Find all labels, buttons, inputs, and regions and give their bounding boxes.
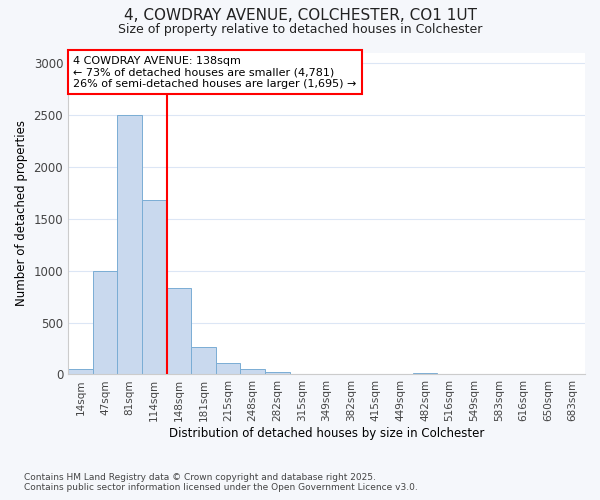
Bar [167, 288, 191, 374]
Bar [68, 370, 92, 374]
Bar [216, 362, 241, 374]
Y-axis label: Number of detached properties: Number of detached properties [15, 120, 28, 306]
Bar [191, 348, 216, 374]
Bar [413, 373, 437, 374]
Text: 4 COWDRAY AVENUE: 138sqm
← 73% of detached houses are smaller (4,781)
26% of sem: 4 COWDRAY AVENUE: 138sqm ← 73% of detach… [73, 56, 356, 89]
Text: Contains HM Land Registry data © Crown copyright and database right 2025.
Contai: Contains HM Land Registry data © Crown c… [24, 473, 418, 492]
Text: Size of property relative to detached houses in Colchester: Size of property relative to detached ho… [118, 22, 482, 36]
Bar [117, 115, 142, 374]
Bar [265, 372, 290, 374]
Bar [142, 200, 167, 374]
X-axis label: Distribution of detached houses by size in Colchester: Distribution of detached houses by size … [169, 427, 484, 440]
Text: 4, COWDRAY AVENUE, COLCHESTER, CO1 1UT: 4, COWDRAY AVENUE, COLCHESTER, CO1 1UT [124, 8, 476, 22]
Bar [92, 270, 117, 374]
Bar [241, 370, 265, 374]
